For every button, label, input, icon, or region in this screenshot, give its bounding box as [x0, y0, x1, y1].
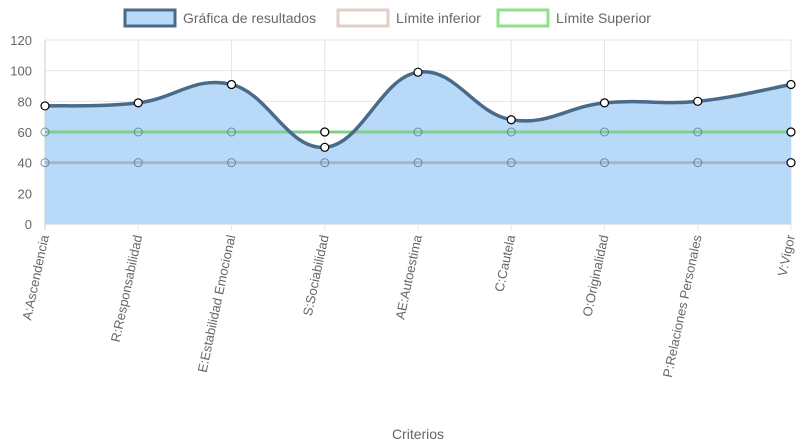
results-point[interactable] [320, 142, 330, 152]
lower-limit-point[interactable] [600, 158, 609, 168]
data-points [40, 67, 796, 168]
lower-limit-point[interactable] [413, 158, 423, 168]
x-tick-label: O:Originalidad [579, 234, 611, 318]
legend-swatch [496, 8, 550, 28]
legend-item[interactable]: Gráfica de resultados [123, 8, 316, 28]
upper-limit-point[interactable] [40, 127, 50, 137]
lower-limit-point[interactable] [320, 158, 330, 168]
upper-limit-point-exposed[interactable] [320, 127, 330, 137]
legend-swatch [336, 8, 390, 28]
edge-limit-point[interactable] [786, 127, 796, 137]
upper-limit-point[interactable] [693, 127, 703, 137]
results-point[interactable] [693, 96, 703, 106]
y-tick-label: 120 [10, 33, 32, 48]
y-tick-label: 40 [18, 156, 32, 171]
y-axis-ticks: 0 20 40 60 80 100 120 [10, 33, 32, 232]
x-tick-label: AE:Autoestima [392, 233, 425, 321]
results-point[interactable] [40, 101, 50, 111]
x-tick-label: C:Cautela [491, 233, 518, 293]
results-point[interactable] [506, 115, 516, 125]
legend-item[interactable]: Límite inferior [336, 8, 481, 28]
results-point[interactable] [786, 79, 796, 90]
y-tick-label: 0 [25, 217, 32, 232]
legend[interactable]: Gráfica de resultados Límite inferior Lími… [123, 8, 651, 28]
lower-limit-point[interactable] [693, 158, 703, 168]
results-point[interactable] [599, 98, 610, 108]
lower-limit-point[interactable] [227, 158, 236, 168]
x-tick-label: P:Relaciones Personales [660, 233, 705, 379]
edge-limit-point[interactable] [786, 158, 796, 168]
legend-swatch [123, 8, 177, 28]
y-tick-label: 60 [18, 125, 32, 140]
results-point[interactable] [226, 79, 237, 90]
x-tick-label: S:Sociabilidad [300, 234, 332, 318]
lower-limit-point[interactable] [40, 158, 50, 168]
y-tick-label: 100 [10, 64, 32, 79]
upper-limit-point[interactable] [506, 127, 516, 137]
y-tick-label: 20 [18, 186, 32, 201]
lower-limit-point[interactable] [506, 158, 516, 168]
x-axis-ticks: A:Ascendencia R:Responsabilidad E:Estabili… [19, 233, 796, 379]
legend-item[interactable]: Límite Superior [496, 8, 651, 28]
x-tick-label: E:Estabilidad Emocional [195, 233, 239, 373]
area-fill [45, 71, 791, 224]
x-tick-label: R:Responsabilidad [108, 234, 145, 344]
upper-limit-point[interactable] [413, 127, 423, 137]
legend-label: Límite Superior [556, 10, 651, 26]
y-tick-label: 80 [18, 94, 32, 109]
x-tick-label: V:Vigor [775, 233, 796, 278]
legend-label: Gráfica de resultados [183, 10, 316, 26]
results-point[interactable] [133, 98, 143, 108]
lower-limit-point[interactable] [133, 158, 143, 168]
upper-limit-point[interactable] [133, 127, 143, 137]
x-tick-label: A:Ascendencia [19, 233, 52, 322]
x-axis-title: Criterios [392, 426, 444, 442]
legend-label: Límite inferior [396, 10, 481, 26]
upper-limit-point[interactable] [600, 127, 609, 137]
results-area-fill [45, 71, 791, 224]
results-point[interactable] [413, 67, 423, 77]
upper-limit-point[interactable] [227, 127, 236, 137]
